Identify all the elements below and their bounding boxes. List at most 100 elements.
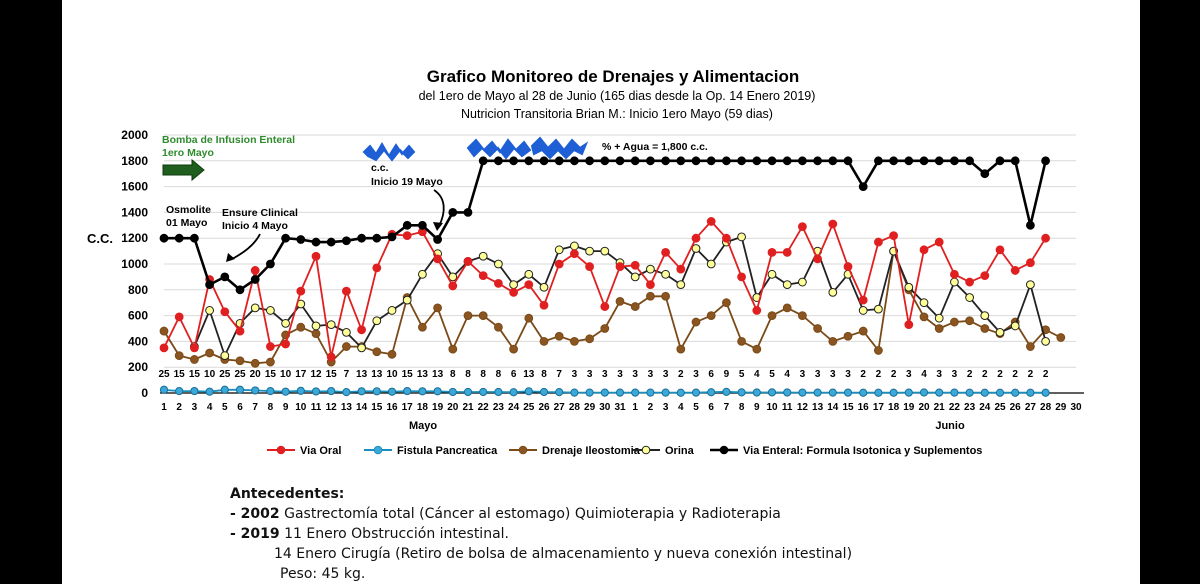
data-label: 13 (432, 369, 444, 380)
data-point (266, 357, 275, 367)
data-point (266, 259, 275, 269)
chart-subtitle-line: Nutricion Transitoria Brian M.: Inicio 1… (461, 107, 773, 121)
data-point (448, 272, 458, 282)
data-point (798, 156, 807, 166)
data-point (554, 156, 564, 166)
data-point (281, 233, 291, 243)
data-point (646, 291, 655, 301)
data-point (342, 387, 351, 397)
x-tick-label: 11 (311, 402, 322, 413)
data-point (554, 245, 564, 255)
data-point (159, 343, 169, 353)
data-point (828, 156, 838, 166)
data-point (509, 280, 519, 290)
data-point (296, 286, 306, 296)
data-point (707, 388, 716, 397)
x-tick-label: 13 (812, 402, 824, 413)
notes-year-2019: - 2019 (230, 526, 280, 542)
x-tick-label: 1 (161, 402, 167, 413)
scribble-redaction-2 (466, 138, 532, 160)
data-label: 3 (663, 369, 669, 380)
data-point (676, 280, 686, 290)
x-tick-label: 13 (341, 402, 353, 413)
notes-line-2: - 2019 11 Enero Obstrucción intestinal. (230, 524, 1130, 544)
data-point (874, 304, 883, 314)
data-point (539, 337, 549, 346)
data-point (646, 264, 655, 274)
data-point (767, 156, 777, 166)
data-point (478, 311, 488, 321)
data-point (311, 251, 321, 261)
data-point (798, 311, 807, 321)
x-tick-label: 26 (1010, 402, 1022, 413)
data-point (555, 387, 564, 397)
data-point (463, 387, 473, 397)
data-point (539, 300, 549, 310)
data-point (661, 269, 670, 279)
y-tick-label: 200 (128, 360, 148, 374)
data-point (570, 337, 579, 346)
data-point (661, 247, 670, 257)
annotation-ensure-line1: Ensure Clinical (222, 207, 298, 219)
data-point (858, 182, 868, 192)
data-label: 7 (556, 369, 562, 380)
data-point (220, 351, 230, 360)
data-point (387, 306, 397, 315)
data-point (661, 291, 670, 301)
data-point (661, 388, 670, 397)
data-point (463, 311, 473, 321)
data-label: 3 (952, 369, 958, 380)
data-point (509, 287, 519, 297)
data-point (1026, 280, 1035, 290)
data-point (281, 339, 291, 349)
data-point (950, 156, 959, 166)
data-point (1026, 220, 1035, 230)
data-point (1056, 333, 1066, 342)
data-point (494, 278, 503, 288)
data-point (418, 220, 427, 230)
data-point (494, 259, 503, 269)
line-chart: Grafico Monitoreo de Drenajes y Alimenta… (87, 67, 1084, 457)
data-point (813, 156, 822, 166)
data-label: 2 (678, 369, 684, 380)
data-point (980, 311, 990, 321)
x-tick-label: 12 (326, 402, 338, 413)
data-point (843, 156, 853, 166)
data-point (205, 387, 214, 396)
data-point (1041, 233, 1050, 243)
data-label: 3 (800, 369, 806, 380)
x-tick-label: 3 (192, 402, 198, 413)
data-point (782, 247, 792, 257)
data-point (919, 245, 929, 255)
data-point (874, 346, 883, 355)
data-point (235, 326, 245, 336)
notes-line-3: 14 Enero Cirugía (Retiro de bolsa de alm… (274, 546, 853, 562)
data-point (311, 321, 321, 331)
data-point (737, 272, 746, 282)
data-point (509, 344, 519, 354)
ensure-arrowhead-icon (226, 253, 235, 262)
x-tick-label: 30 (599, 402, 611, 413)
x-tick-label: 9 (283, 402, 289, 413)
x-tick-label: 27 (554, 402, 566, 413)
data-point (874, 388, 883, 397)
x-tick-label: 5 (222, 402, 228, 413)
data-point (1026, 258, 1035, 268)
data-point (1026, 342, 1035, 351)
legend-label: Via Enteral: Formula Isotonica y Supleme… (743, 445, 982, 457)
data-point (357, 343, 367, 353)
data-label: 3 (617, 369, 623, 380)
data-point (220, 272, 230, 282)
data-point (524, 280, 534, 290)
data-point (296, 322, 306, 332)
data-point (570, 156, 579, 166)
legend-label: Drenaje Ileostomia (542, 445, 641, 457)
data-point (448, 344, 458, 354)
x-tick-label: 23 (493, 402, 505, 413)
data-point (281, 387, 290, 396)
x-tick-label: 25 (523, 402, 535, 413)
data-point (995, 327, 1005, 337)
data-point (798, 277, 807, 287)
data-point (600, 302, 610, 311)
data-label: 7 (344, 369, 350, 380)
